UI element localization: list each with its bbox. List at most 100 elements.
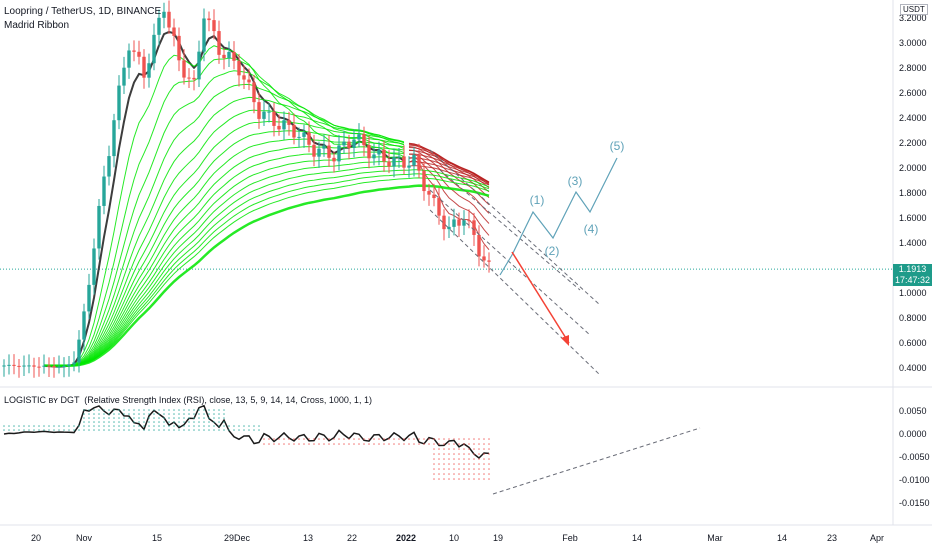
indicator-logistic-title[interactable]: LOGISTIC ʙʏ DGT ͏ (Relative Strength Ind… bbox=[4, 395, 372, 405]
wave-label: (5) bbox=[610, 139, 625, 153]
ribbon-line bbox=[43, 165, 405, 367]
oscillator-dot bbox=[143, 417, 145, 419]
oscillator-dot bbox=[473, 438, 475, 440]
candle-body bbox=[362, 134, 366, 146]
candle-body bbox=[292, 124, 296, 138]
oscillator-dot bbox=[193, 409, 195, 411]
oscillator-dot bbox=[213, 429, 215, 431]
oscillator-dot bbox=[113, 429, 115, 431]
price-tick-label: 2.8000 bbox=[899, 63, 927, 73]
oscillator-dot bbox=[148, 429, 150, 431]
oscillator-dot bbox=[178, 417, 180, 419]
oscillator-dot bbox=[488, 453, 490, 455]
oscillator-dot bbox=[468, 438, 470, 440]
time-tick-label: 23 bbox=[827, 533, 837, 543]
candle-body bbox=[377, 149, 381, 155]
oscillator-dot bbox=[193, 425, 195, 427]
oscillator-dot bbox=[118, 413, 120, 415]
candle-body bbox=[22, 365, 26, 367]
oscillator-dot bbox=[208, 421, 210, 423]
oscillator-dot bbox=[433, 473, 435, 475]
oscillator-dot bbox=[463, 473, 465, 475]
oscillator-dot bbox=[438, 438, 440, 440]
oscillator-dot bbox=[483, 453, 485, 455]
oscillator-dot bbox=[223, 429, 225, 431]
oscillator-dot bbox=[123, 429, 125, 431]
oscillator-dot bbox=[483, 463, 485, 465]
oscillator-dot bbox=[183, 417, 185, 419]
candle-body bbox=[217, 31, 221, 55]
oscillator-dot bbox=[38, 429, 40, 431]
oscillator-dot bbox=[463, 438, 465, 440]
oscillator-dot bbox=[473, 448, 475, 450]
oscillator-dot bbox=[178, 425, 180, 427]
oscillator-dot bbox=[473, 453, 475, 455]
oscillator-dot bbox=[128, 409, 130, 411]
oscillator-dot bbox=[178, 413, 180, 415]
time-tick-label: Nov bbox=[76, 533, 93, 543]
candle-body bbox=[182, 60, 186, 78]
oscillator-dot bbox=[203, 409, 205, 411]
time-tick-label: 13 bbox=[303, 533, 313, 543]
oscillator-dot bbox=[108, 425, 110, 427]
oscillator-dot bbox=[133, 425, 135, 427]
candle-body bbox=[157, 17, 161, 35]
time-tick-label: 19 bbox=[493, 533, 503, 543]
oscillator-dot bbox=[93, 429, 95, 431]
oscillator-dot bbox=[283, 443, 285, 445]
candle-body bbox=[357, 134, 361, 140]
oscillator-dot bbox=[303, 438, 305, 440]
candle-body bbox=[117, 85, 121, 121]
price-tick-label: 2.2000 bbox=[899, 138, 927, 148]
oscillator-dot bbox=[353, 438, 355, 440]
indicator-madrid-ribbon-title[interactable]: Madrid Ribbon bbox=[4, 20, 70, 31]
oscillator-dot bbox=[408, 443, 410, 445]
oscillator-dot bbox=[163, 409, 165, 411]
oscillator-dot bbox=[218, 413, 220, 415]
oscillator-dot bbox=[388, 438, 390, 440]
candle-body bbox=[277, 125, 281, 130]
oscillator-dot bbox=[138, 429, 140, 431]
oscillator-dot bbox=[448, 443, 450, 445]
oscillator-dot bbox=[443, 443, 445, 445]
oscillator-dot bbox=[113, 409, 115, 411]
wave-projection-path bbox=[499, 157, 618, 276]
oscillator-dot bbox=[158, 421, 160, 423]
oscillator-dot bbox=[413, 443, 415, 445]
symbol-title[interactable]: Loopring / TetherUS, 1D, BINANCE bbox=[4, 6, 162, 17]
oscillator-dot bbox=[208, 409, 210, 411]
oscillator-dot bbox=[223, 421, 225, 423]
candle-body bbox=[322, 145, 326, 149]
candle-body bbox=[417, 154, 421, 171]
oscillator-dot bbox=[368, 443, 370, 445]
oscillator-dot bbox=[448, 463, 450, 465]
candle-body bbox=[62, 366, 66, 368]
oscillator-dot bbox=[273, 438, 275, 440]
oscillator-dot bbox=[108, 409, 110, 411]
oscillator-dot bbox=[173, 421, 175, 423]
oscillator-dot bbox=[133, 413, 135, 415]
oscillator-dot bbox=[78, 429, 80, 431]
candle-body bbox=[112, 120, 116, 157]
oscillator-dot bbox=[253, 429, 255, 431]
oscillator-dot bbox=[188, 421, 190, 423]
oscillator-dot bbox=[43, 425, 45, 427]
oscillator-dot bbox=[258, 429, 260, 431]
price-tick-label: 2.6000 bbox=[899, 88, 927, 98]
candle-body bbox=[437, 198, 441, 216]
channel-line bbox=[439, 169, 581, 291]
drawings: (1) (2) (3) (4) (5) bbox=[429, 139, 625, 376]
price-tick-label: 1.8000 bbox=[899, 188, 927, 198]
oscillator-dot bbox=[168, 413, 170, 415]
oscillator-dot bbox=[13, 429, 15, 431]
oscillator-dot bbox=[338, 438, 340, 440]
oscillator-dot bbox=[148, 421, 150, 423]
oscillator-dot bbox=[438, 453, 440, 455]
oscillator-dot bbox=[138, 421, 140, 423]
oscillator-dot bbox=[188, 417, 190, 419]
oscillator-dot bbox=[303, 443, 305, 445]
price-tick-label: 0.4000 bbox=[899, 363, 927, 373]
oscillator-dot bbox=[463, 478, 465, 480]
wave-label: (4) bbox=[584, 222, 599, 236]
